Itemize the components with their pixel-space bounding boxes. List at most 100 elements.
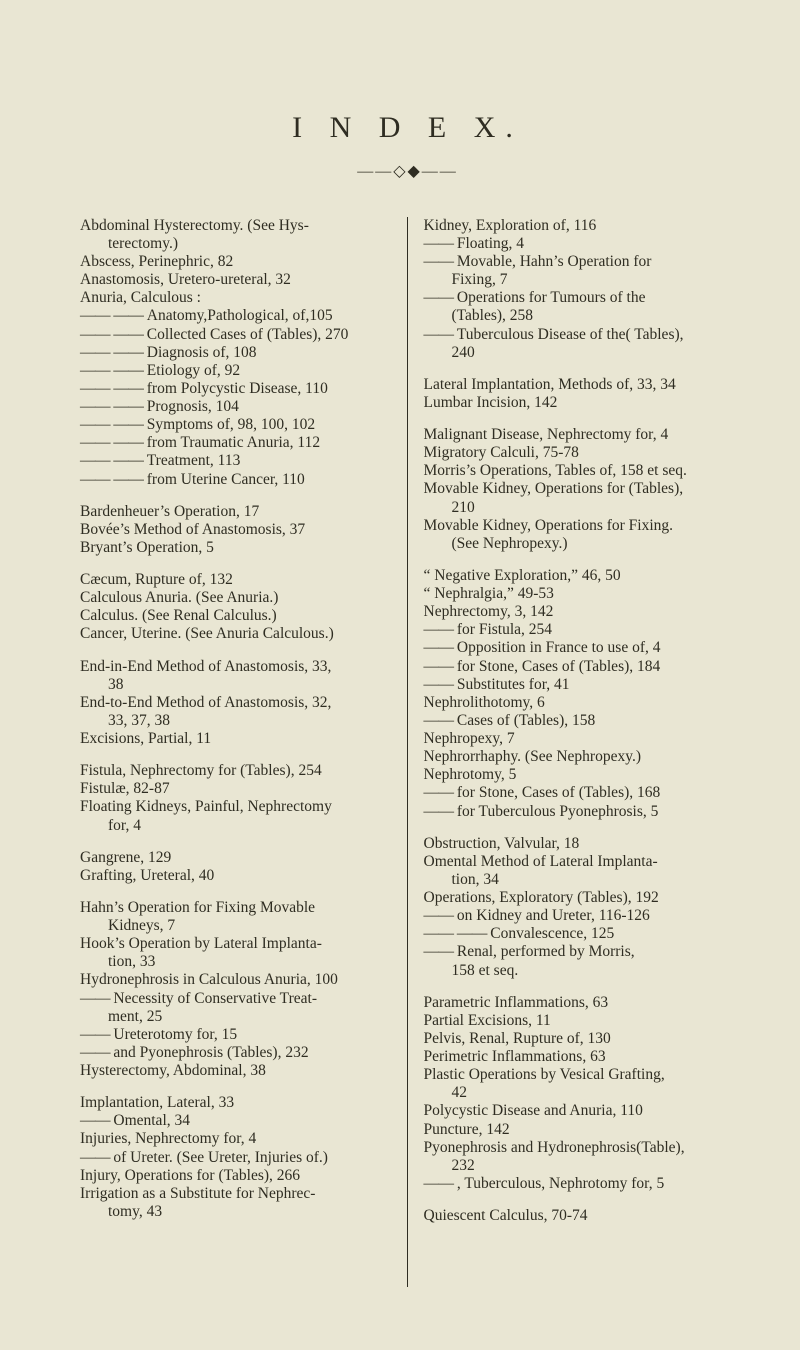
index-line: Nephrolithotomy, 6 (424, 694, 736, 712)
index-line: Ureterotomy for, 15 (80, 1026, 392, 1044)
index-line: Perimetric Inflammations, 63 (424, 1048, 736, 1066)
index-line: Pelvis, Renal, Rupture of, 130 (424, 1030, 736, 1048)
index-line: tomy, 43 (80, 1203, 392, 1221)
index-line: Nephrorrhaphy. (See Nephropexy.) (424, 748, 736, 766)
index-columns: Abdominal Hysterectomy. (See Hys-terecto… (80, 217, 735, 1287)
index-line: Obstruction, Valvular, 18 (424, 835, 736, 853)
index-line: “ Negative Exploration,” 46, 50 (424, 567, 736, 585)
index-line: Anuria, Calculous : (80, 289, 392, 307)
index-line: and Pyonephrosis (Tables), 232 (80, 1044, 392, 1062)
index-line: End-in-End Method of Anastomosis, 33, (80, 658, 392, 676)
index-line: Symptoms of, 98, 100, 102 (80, 416, 392, 434)
index-line: Cæcum, Rupture of, 132 (80, 571, 392, 589)
index-line: Renal, performed by Morris, (424, 943, 736, 961)
index-line: Cancer, Uterine. (See Anuria Calculous.) (80, 625, 392, 643)
index-line: Lumbar Incision, 142 (424, 394, 736, 412)
index-line: Partial Excisions, 11 (424, 1012, 736, 1030)
index-line: (Tables), 258 (424, 307, 736, 325)
index-line: Puncture, 142 (424, 1121, 736, 1139)
index-block: Parametric Inflammations, 63Partial Exci… (424, 994, 736, 1193)
index-line: Injury, Operations for (Tables), 266 (80, 1167, 392, 1185)
index-line: Quiescent Calculus, 70-74 (424, 1207, 736, 1225)
index-line: Fistulæ, 82-87 (80, 780, 392, 798)
index-block: Bardenheuer’s Operation, 17Bovée’s Metho… (80, 503, 392, 557)
index-line: for Fistula, 254 (424, 621, 736, 639)
index-line: 210 (424, 499, 736, 517)
index-line: Tuberculous Disease of the( Tables), (424, 326, 736, 344)
index-line: Calculous Anuria. (See Anuria.) (80, 589, 392, 607)
index-line: Kidneys, 7 (80, 917, 392, 935)
index-block: Hahn’s Operation for Fixing MovableKidne… (80, 899, 392, 1080)
index-block: Obstruction, Valvular, 18Omental Method … (424, 835, 736, 980)
index-line: from Polycystic Disease, 110 (80, 380, 392, 398)
index-line: Fixing, 7 (424, 271, 736, 289)
page: I N D E X. ——◇◆—— Abdominal Hysterectomy… (0, 0, 800, 1350)
index-line: tion, 33 (80, 953, 392, 971)
index-line: Abdominal Hysterectomy. (See Hys- (80, 217, 392, 235)
index-line: 158 et seq. (424, 962, 736, 980)
index-line: on Kidney and Ureter, 116-126 (424, 907, 736, 925)
index-line: 38 (80, 676, 392, 694)
index-line: Opposition in France to use of, 4 (424, 639, 736, 657)
index-line: for Stone, Cases of (Tables), 184 (424, 658, 736, 676)
index-line: for Tuberculous Pyonephrosis, 5 (424, 803, 736, 821)
index-line: Collected Cases of (Tables), 270 (80, 326, 392, 344)
index-line: Grafting, Ureteral, 40 (80, 867, 392, 885)
index-line: Floating, 4 (424, 235, 736, 253)
index-line: Nephrectomy, 3, 142 (424, 603, 736, 621)
index-line: , Tuberculous, Nephrotomy for, 5 (424, 1175, 736, 1193)
index-line: for Stone, Cases of (Tables), 168 (424, 784, 736, 802)
index-line: Operations for Tumours of the (424, 289, 736, 307)
index-line: (See Nephropexy.) (424, 535, 736, 553)
index-line: Fistula, Nephrectomy for (Tables), 254 (80, 762, 392, 780)
index-line: Migratory Calculi, 75-78 (424, 444, 736, 462)
index-block: Lateral Implantation, Methods of, 33, 34… (424, 376, 736, 412)
index-line: 42 (424, 1084, 736, 1102)
index-block: End-in-End Method of Anastomosis, 33,38E… (80, 658, 392, 749)
index-line: Gangrene, 129 (80, 849, 392, 867)
index-line: Convalescence, 125 (424, 925, 736, 943)
index-line: 240 (424, 344, 736, 362)
index-line: Malignant Disease, Nephrectomy for, 4 (424, 426, 736, 444)
page-title: I N D E X. (80, 110, 735, 145)
index-line: Bovée’s Method of Anastomosis, 37 (80, 521, 392, 539)
index-line: Morris’s Operations, Tables of, 158 et s… (424, 462, 736, 480)
index-line: Omental, 34 (80, 1112, 392, 1130)
index-block: Kidney, Exploration of, 116Floating, 4Mo… (424, 217, 736, 362)
index-block: Quiescent Calculus, 70-74 (424, 1207, 736, 1225)
index-line: Injuries, Nephrectomy for, 4 (80, 1130, 392, 1148)
index-line: Omental Method of Lateral Implanta- (424, 853, 736, 871)
index-line: Bryant’s Operation, 5 (80, 539, 392, 557)
index-line: Necessity of Conservative Treat- (80, 990, 392, 1008)
index-line: Parametric Inflammations, 63 (424, 994, 736, 1012)
index-line: Movable, Hahn’s Operation for (424, 253, 736, 271)
index-line: Nephrotomy, 5 (424, 766, 736, 784)
index-line: Substitutes for, 41 (424, 676, 736, 694)
index-line: Polycystic Disease and Anuria, 110 (424, 1102, 736, 1120)
index-line: ment, 25 (80, 1008, 392, 1026)
index-line: for, 4 (80, 817, 392, 835)
index-line: Prognosis, 104 (80, 398, 392, 416)
index-line: Movable Kidney, Operations for (Tables), (424, 480, 736, 498)
index-line: “ Nephralgia,” 49-53 (424, 585, 736, 603)
index-line: Plastic Operations by Vesical Grafting, (424, 1066, 736, 1084)
index-line: Anatomy,Pathological, of,105 (80, 307, 392, 325)
index-block: “ Negative Exploration,” 46, 50“ Nephral… (424, 567, 736, 821)
index-line: Kidney, Exploration of, 116 (424, 217, 736, 235)
index-block: Fistula, Nephrectomy for (Tables), 254Fi… (80, 762, 392, 835)
index-line: Hysterectomy, Abdominal, 38 (80, 1062, 392, 1080)
index-block: Gangrene, 129Grafting, Ureteral, 40 (80, 849, 392, 885)
index-line: Movable Kidney, Operations for Fixing. (424, 517, 736, 535)
index-line: Nephropexy, 7 (424, 730, 736, 748)
index-line: Irrigation as a Substitute for Nephrec- (80, 1185, 392, 1203)
index-block: Implantation, Lateral, 33Omental, 34Inju… (80, 1094, 392, 1221)
index-line: of Ureter. (See Ureter, Injuries of.) (80, 1149, 392, 1167)
index-line: Treatment, 113 (80, 452, 392, 470)
index-line: Pyonephrosis and Hydronephrosis(Table), (424, 1139, 736, 1157)
index-line: Floating Kidneys, Painful, Nephrectomy (80, 798, 392, 816)
index-line: Excisions, Partial, 11 (80, 730, 392, 748)
index-line: Operations, Exploratory (Tables), 192 (424, 889, 736, 907)
index-line: Diagnosis of, 108 (80, 344, 392, 362)
index-line: from Uterine Cancer, 110 (80, 471, 392, 489)
index-line: End-to-End Method of Anastomosis, 32, (80, 694, 392, 712)
